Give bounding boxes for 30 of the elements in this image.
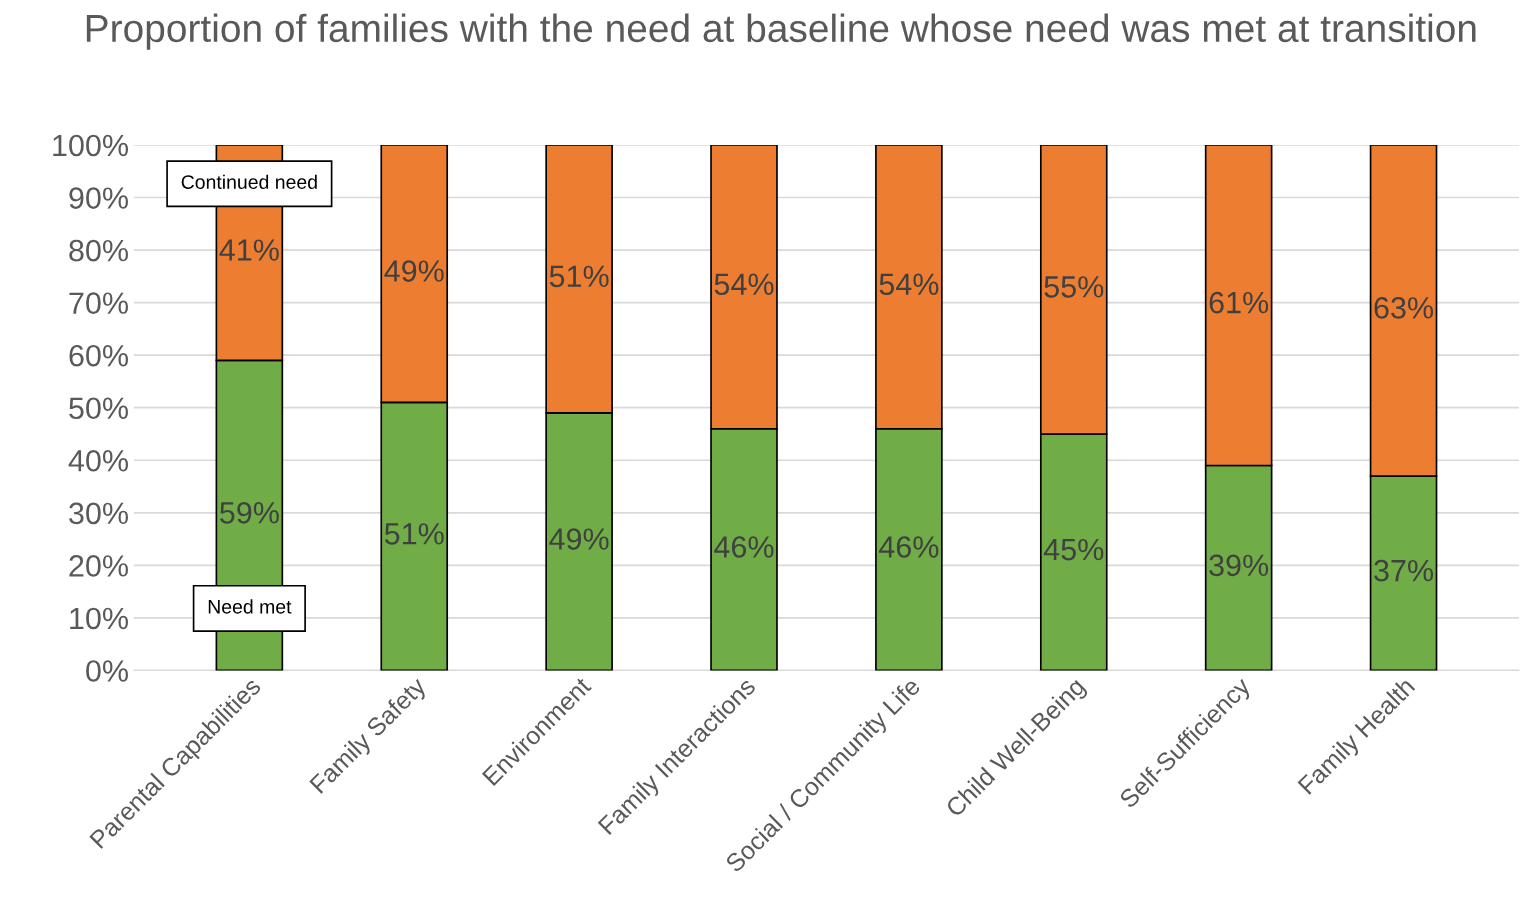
data-label: 39% (1209, 554, 1269, 577)
y-tick-label: 80% (69, 239, 128, 262)
data-label: 46% (879, 536, 939, 558)
data-label: 59% (220, 501, 279, 524)
data-label: 63% (1374, 297, 1434, 319)
y-tick-label: 20% (69, 555, 128, 577)
data-label: 55% (1044, 276, 1104, 298)
data-label: 49% (549, 528, 609, 550)
data-label: 54% (879, 273, 939, 296)
y-tick-label: 30% (69, 502, 128, 525)
data-label: 41% (219, 239, 279, 261)
y-tick-label: 40% (68, 449, 128, 472)
series-label: Continued need (181, 174, 317, 189)
data-label: 45% (1043, 538, 1104, 561)
y-tick-label: 100% (53, 134, 128, 157)
series-label: Need met (208, 599, 292, 614)
y-tick-label: 70% (69, 292, 128, 314)
y-tick-label: 60% (69, 344, 128, 367)
data-label: 51% (549, 265, 609, 288)
y-tick-label: 0% (86, 660, 128, 682)
y-tick-label: 10% (70, 607, 128, 630)
data-label: 46% (714, 536, 774, 558)
chart-title: Proportion of families with the need at baseline whose need was met at transition (86, 13, 1476, 50)
y-tick-label: 90% (69, 187, 128, 209)
data-label: 37% (1374, 559, 1434, 582)
data-label: 49% (384, 260, 444, 282)
y-tick-label: 50% (69, 397, 128, 420)
data-label: 61% (1209, 291, 1269, 314)
data-label: 54% (714, 273, 774, 296)
data-label: 51% (384, 523, 444, 545)
